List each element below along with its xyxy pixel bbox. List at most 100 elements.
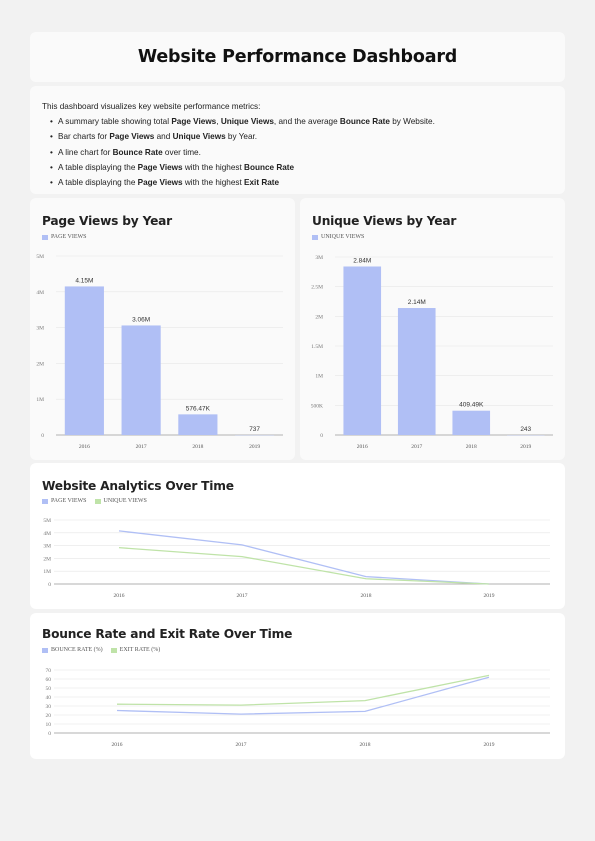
series-line: [116, 676, 490, 715]
chart-title: Website Analytics Over Time: [42, 479, 234, 493]
unique-views-card: Unique Views by Year UNIQUE VIEWS 0 500K 1…: [300, 198, 565, 460]
legend-swatch: [110, 647, 117, 653]
x-tick-label: 2019: [249, 444, 260, 450]
y-tick-label: 2M: [36, 361, 44, 367]
data-label: 737: [249, 426, 260, 433]
analytics-chart: 0 1M 2M 3M 4M 5M 2016 2017 2018 2019: [43, 518, 550, 599]
description-card: This dashboard visualizes key website pe…: [30, 86, 565, 194]
rates-chart: 0 10 20 30 40 50 60 70 2016 2017 2018 2019: [46, 668, 550, 748]
legend-swatch: [312, 234, 318, 240]
y-tick-label: 2M: [315, 314, 323, 320]
x-tick-label: 2019: [484, 742, 495, 748]
y-tick-label: 1M: [315, 374, 323, 380]
data-label: 4.15M: [75, 277, 93, 284]
y-tick-label: 60: [46, 677, 52, 683]
description-bullet: A table displaying the Page Views with t…: [50, 160, 553, 175]
chart-title: Unique Views by Year: [312, 214, 457, 228]
x-tick-label: 2017: [136, 444, 147, 450]
bar: [178, 414, 218, 435]
y-tick-label: 10: [46, 722, 52, 728]
x-tick-label: 2018: [466, 444, 477, 450]
bar: [452, 410, 491, 435]
legend-swatch: [42, 647, 48, 653]
y-tick-label: 0: [48, 731, 51, 737]
y-tick-label: 3M: [36, 326, 44, 332]
page-title: Website Performance Dashboard: [137, 47, 458, 67]
y-tick-label: 30: [46, 704, 52, 710]
x-tick-label: 2016: [79, 444, 90, 450]
x-tick-label: 2018: [192, 444, 203, 450]
y-tick-label: 0: [48, 582, 51, 588]
y-tick-label: 2.5M: [311, 285, 323, 291]
description-intro: This dashboard visualizes key website pe…: [42, 102, 261, 111]
title-card: Website Performance Dashboard: [30, 32, 565, 82]
analytics-card: Website Analytics Over Time PAGE VIEWS U…: [30, 463, 565, 609]
series-line: [116, 674, 490, 706]
legend-item: UNIQUE VIEWS: [312, 234, 364, 240]
legend-label: PAGE VIEWS: [51, 234, 87, 240]
bar: [343, 266, 382, 435]
y-tick-label: 1.5M: [311, 344, 323, 350]
y-tick-label: 0: [320, 433, 323, 439]
legend-item: PAGE VIEWS: [42, 498, 87, 504]
chart-legend: UNIQUE VIEWS: [312, 234, 364, 240]
y-tick-label: 4M: [43, 531, 51, 537]
chart-legend: PAGE VIEWS: [42, 234, 87, 240]
y-tick-label: 3M: [315, 255, 323, 261]
chart-title: Bounce Rate and Exit Rate Over Time: [42, 627, 293, 641]
legend-swatch: [42, 498, 48, 504]
description-bullet: A summary table showing total Page Views…: [50, 114, 553, 129]
legend-label: UNIQUE VIEWS: [321, 234, 365, 240]
y-tick-label: 1M: [36, 397, 44, 403]
x-tick-label: 2017: [411, 444, 422, 450]
legend-item: EXIT RATE (%): [110, 647, 161, 653]
y-tick-label: 1M: [43, 569, 51, 575]
x-tick-label: 2019: [484, 593, 495, 599]
legend-swatch: [42, 234, 48, 240]
y-tick-label: 70: [46, 668, 52, 674]
y-tick-label: 20: [46, 713, 52, 719]
x-tick-label: 2016: [114, 593, 125, 599]
data-label: 409.49K: [459, 402, 484, 409]
description-list: A summary table showing total Page Views…: [42, 114, 553, 190]
y-tick-label: 2M: [43, 556, 51, 562]
series-line: [118, 530, 490, 585]
data-label: 243: [520, 426, 531, 433]
x-tick-label: 2018: [361, 593, 372, 599]
description-bullet: A table displaying the Page Views with t…: [50, 175, 553, 190]
y-tick-label: 5M: [43, 518, 51, 524]
bar: [397, 308, 436, 435]
chart-legend: BOUNCE RATE (%) EXIT RATE (%): [42, 647, 160, 653]
rates-card: Bounce Rate and Exit Rate Over Time BOUN…: [30, 613, 565, 759]
legend-item: UNIQUE VIEWS: [94, 498, 147, 504]
x-tick-label: 2016: [357, 444, 368, 450]
data-label: 2.14M: [408, 299, 426, 306]
data-label: 3.06M: [132, 316, 150, 323]
series-line: [118, 546, 490, 585]
page-views-chart: 0 1M 2M 3M 4M 5M 4.15M 2016 3.06M 2017 576.47K 2018…: [36, 254, 283, 450]
description-bullet: Bar charts for Page Views and Unique Vie…: [50, 129, 553, 144]
legend-item: BOUNCE RATE (%): [42, 647, 103, 653]
bar: [121, 325, 161, 435]
y-tick-label: 3M: [43, 544, 51, 550]
y-tick-label: 50: [46, 686, 52, 692]
legend-label: EXIT RATE (%): [119, 647, 161, 653]
data-label: 576.47K: [186, 405, 211, 412]
y-tick-label: 0: [41, 433, 44, 439]
y-tick-label: 500K: [311, 403, 323, 409]
legend-label: PAGE VIEWS: [51, 498, 87, 504]
legend-label: UNIQUE VIEWS: [103, 498, 147, 504]
unique-views-chart: 0 500K 1M 1.5M 2M 2.5M 3M 2.84M 2016 2.14M 2017 409…: [311, 255, 553, 450]
x-tick-label: 2018: [360, 742, 371, 748]
description-bullet: A line chart for Bounce Rate over time.: [50, 145, 553, 160]
y-tick-label: 40: [46, 695, 52, 701]
x-tick-label: 2017: [236, 742, 247, 748]
bar: [64, 286, 104, 435]
x-tick-label: 2016: [112, 742, 123, 748]
chart-legend: PAGE VIEWS UNIQUE VIEWS: [42, 498, 147, 504]
legend-label: BOUNCE RATE (%): [51, 647, 103, 653]
data-label: 2.84M: [353, 257, 371, 264]
page-views-card: Page Views by Year PAGE VIEWS 0 1M 2M 3M 4M 5…: [30, 198, 295, 460]
x-tick-label: 2017: [237, 593, 248, 599]
x-tick-label: 2019: [520, 444, 531, 450]
